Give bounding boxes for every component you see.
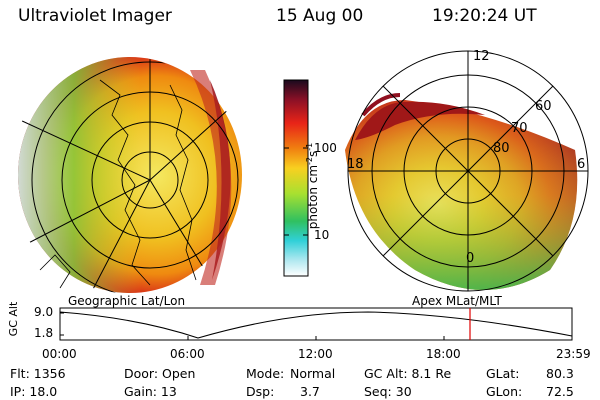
time-tick-1: 06:00 xyxy=(170,347,205,361)
ip-value: IP: 18.0 xyxy=(10,384,58,399)
dsp-label: Dsp: xyxy=(246,384,275,399)
date-label: 15 Aug 00 xyxy=(276,6,364,26)
geographic-image xyxy=(14,57,245,293)
altitude-curve xyxy=(59,311,573,339)
coastlines xyxy=(39,79,197,289)
glon-label: GLon: xyxy=(486,384,523,399)
color-scale-bar xyxy=(283,79,309,277)
mode-label: Mode: xyxy=(246,366,285,381)
colorbar-tick-100: 100 xyxy=(314,141,337,155)
glon-value: 72.5 xyxy=(546,384,574,399)
gain-value: Gain: 13 xyxy=(124,384,177,399)
time-tick-3: 18:00 xyxy=(426,347,461,361)
mode-value: Normal xyxy=(290,366,336,381)
glat-value: 80.3 xyxy=(546,366,574,381)
magnetic-caption: Apex MLat/MLT xyxy=(412,294,502,308)
time-tick-0: 00:00 xyxy=(42,347,77,361)
door-status: Door: Open xyxy=(124,366,196,381)
flight-number: Flt: 1356 xyxy=(10,366,66,381)
altitude-tick-top: 9.0 xyxy=(34,305,54,319)
time-tick-2: 12:00 xyxy=(298,347,333,361)
mlat-label-60: 60 xyxy=(535,99,552,114)
mlt-label-0: 0 xyxy=(466,251,474,266)
glat-label: GLat: xyxy=(486,366,520,381)
mlat-grid xyxy=(347,50,589,292)
magnetic-polar-image: 12 18 6 0 60 70 80 xyxy=(345,49,589,292)
sequence-number: Seq: 30 xyxy=(364,384,412,399)
gc-altitude: GC Alt: 8.1 Re xyxy=(364,366,452,381)
altitude-tick-bottom: 1.8 xyxy=(34,326,54,340)
mlat-label-70: 70 xyxy=(511,121,528,136)
time-label: 19:20:24 UT xyxy=(432,6,537,26)
colorbar-unit-label: photon cm-2s-1 xyxy=(305,142,320,230)
altitude-axis-label: GC Alt xyxy=(7,301,20,337)
mlt-label-12: 12 xyxy=(473,49,490,64)
mlt-label-18: 18 xyxy=(347,157,364,172)
altitude-plot xyxy=(59,307,573,341)
magnetic-aurora xyxy=(345,93,578,290)
geographic-aurora xyxy=(18,57,242,293)
dsp-value: 3.7 xyxy=(300,384,320,399)
colorbar-tick-10: 10 xyxy=(314,228,330,242)
instrument-title: Ultraviolet Imager xyxy=(18,6,172,26)
mlat-label-80: 80 xyxy=(493,141,510,156)
geographic-caption: Geographic Lat/Lon xyxy=(68,294,186,308)
mlt-label-6: 6 xyxy=(577,157,585,172)
time-tick-4: 23:59 xyxy=(556,347,591,361)
